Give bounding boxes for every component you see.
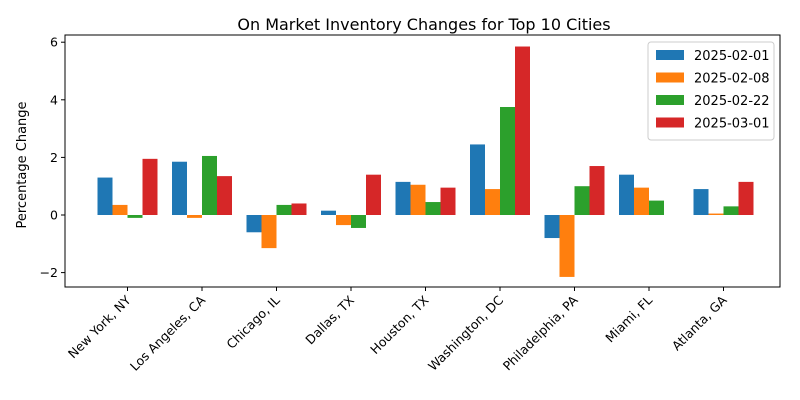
bar-2025-02-22-miami-fl xyxy=(649,200,664,215)
bar-2025-02-01-los-angeles-ca xyxy=(172,161,187,215)
legend-swatch xyxy=(656,50,684,60)
y-axis-label: Percentage Change xyxy=(15,101,30,228)
x-tick-label: New York, NY xyxy=(65,292,134,361)
bar-2025-02-01-washington-dc xyxy=(470,144,485,215)
bar-2025-02-08-new-york-ny xyxy=(112,204,128,215)
y-tick-label: 2 xyxy=(50,150,58,165)
x-tick-label: Chicago, IL xyxy=(223,292,282,351)
legend-swatch xyxy=(656,95,684,105)
x-tick-label: Miami, FL xyxy=(602,292,655,345)
legend: 2025-02-01 2025-02-08 2025-02-22 2025-03-01 xyxy=(647,41,775,141)
bar-2025-02-01-philadelphia-pa xyxy=(544,215,560,239)
y-tick-label: 4 xyxy=(50,92,58,107)
bar-2025-02-22-chicago-il xyxy=(276,204,292,215)
bar-2025-02-08-washington-dc xyxy=(485,189,500,215)
bar-2025-02-22-philadelphia-pa xyxy=(574,186,590,215)
x-tick-label: Atlanta, GA xyxy=(669,292,730,353)
bar-2025-02-22-atlanta-ga xyxy=(723,206,739,215)
legend-label: 2025-03-01 xyxy=(694,117,770,132)
bar-2025-03-01-los-angeles-ca xyxy=(217,176,232,215)
bar-2025-02-22-dallas-tx xyxy=(351,215,366,228)
bar-2025-02-08-atlanta-ga xyxy=(708,213,724,215)
legend-label: 2025-02-01 xyxy=(694,49,770,64)
legend-swatch xyxy=(656,117,684,128)
y-tick-label: 0 xyxy=(50,208,58,223)
bar-2025-02-08-los-angeles-ca xyxy=(187,215,202,218)
bar-2025-02-08-dallas-tx xyxy=(336,215,351,226)
y-tick-label: −2 xyxy=(40,265,58,280)
bar-2025-02-08-philadelphia-pa xyxy=(559,215,575,277)
x-tick-label: Los Angeles, CA xyxy=(127,292,209,374)
plot-frame xyxy=(64,34,781,288)
bar-2025-02-22-washington-dc xyxy=(500,107,515,215)
x-tick-label: Houston, TX xyxy=(367,292,432,357)
x-tick-label: Washington, DC xyxy=(425,292,506,373)
bar-2025-02-22-new-york-ny xyxy=(127,215,143,218)
chart-title: On Market Inventory Changes for Top 10 C… xyxy=(237,15,610,34)
x-tick-label: Dallas, TX xyxy=(302,292,357,347)
bar-2025-02-01-houston-tx xyxy=(395,181,411,215)
bar-2025-03-01-new-york-ny xyxy=(142,158,158,215)
bar-2025-03-01-dallas-tx xyxy=(366,174,381,215)
bar-2025-02-22-los-angeles-ca xyxy=(202,155,217,215)
legend-box xyxy=(647,41,775,141)
bar-2025-02-01-atlanta-ga xyxy=(693,189,709,215)
bar-2025-03-01-atlanta-ga xyxy=(738,181,754,215)
bar-2025-02-08-houston-tx xyxy=(410,184,426,215)
y-tick-label: 6 xyxy=(50,35,58,50)
bar-2025-03-01-houston-tx xyxy=(440,187,456,215)
bar-2025-02-01-chicago-il xyxy=(246,215,262,233)
bar-2025-02-01-dallas-tx xyxy=(321,210,336,215)
bar-2025-02-22-houston-tx xyxy=(425,202,441,215)
bar-2025-03-01-chicago-il xyxy=(291,203,307,215)
bar-2025-02-08-chicago-il xyxy=(261,215,277,249)
legend-label: 2025-02-08 xyxy=(694,72,770,87)
bar-2025-02-01-miami-fl xyxy=(619,174,634,215)
bar-2025-03-01-philadelphia-pa xyxy=(589,166,605,215)
legend-swatch xyxy=(656,72,684,83)
bar-2025-02-08-miami-fl xyxy=(634,187,649,215)
x-tick-label: Philadelphia, PA xyxy=(500,292,581,373)
legend-label: 2025-02-22 xyxy=(694,94,770,109)
bar-2025-02-01-new-york-ny xyxy=(97,177,113,215)
bar-2025-03-01-washington-dc xyxy=(515,46,530,215)
